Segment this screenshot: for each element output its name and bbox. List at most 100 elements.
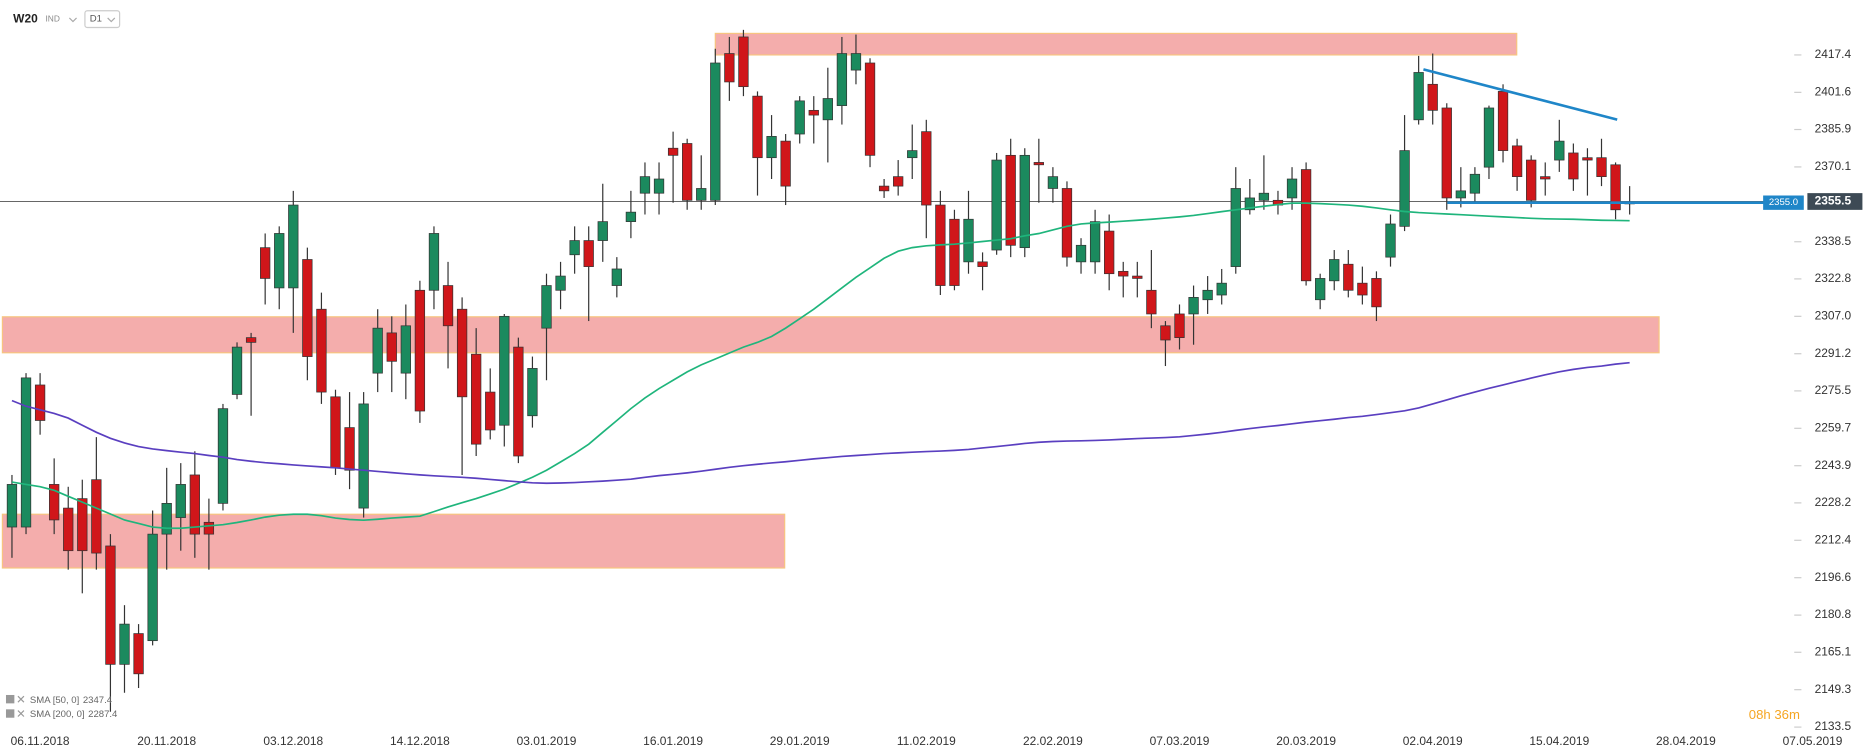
candle-body bbox=[1160, 325, 1171, 341]
candle-body bbox=[1568, 152, 1579, 180]
candle-body bbox=[1202, 289, 1213, 301]
x-tick-label: 02.04.2019 bbox=[1403, 734, 1463, 748]
candle-body bbox=[738, 36, 749, 88]
legend-icon bbox=[5, 694, 15, 704]
candle-body bbox=[1441, 107, 1452, 199]
x-tick-label: 29.01.2019 bbox=[770, 734, 830, 748]
candle-body bbox=[653, 178, 665, 194]
candle-body bbox=[752, 95, 763, 159]
dropdown-caret bbox=[68, 17, 77, 23]
candle-body bbox=[724, 53, 735, 83]
candle-body bbox=[808, 109, 819, 116]
legend-entry: SMA [200, 0] 2287.4 bbox=[30, 709, 118, 720]
y-tick-label: 2228.2 bbox=[1815, 495, 1852, 509]
y-tick-label: 2417.4 bbox=[1815, 47, 1852, 61]
candle-body bbox=[1511, 145, 1523, 177]
candle-body bbox=[1596, 157, 1607, 177]
candle-body bbox=[850, 53, 862, 71]
candle-body bbox=[1610, 164, 1621, 211]
y-tick-label: 2385.9 bbox=[1815, 122, 1852, 136]
candle-body bbox=[1019, 154, 1030, 249]
x-tick-label: 03.12.2018 bbox=[263, 734, 323, 748]
alert-label-box bbox=[1763, 195, 1804, 210]
candle-body bbox=[358, 403, 369, 509]
candle-body bbox=[611, 268, 622, 286]
candle-body bbox=[1399, 150, 1410, 227]
y-tick-label: 2370.1 bbox=[1815, 159, 1852, 173]
y-tick-label: 2259.7 bbox=[1815, 420, 1852, 434]
candle-body bbox=[161, 502, 172, 535]
y-tick-label: 2133.5 bbox=[1815, 719, 1852, 733]
candle-body bbox=[864, 62, 876, 156]
candle-body bbox=[442, 285, 454, 327]
x-tick-label: 15.04.2019 bbox=[1529, 734, 1589, 748]
y-tick-label: 2165.1 bbox=[1815, 644, 1852, 658]
candle-body bbox=[569, 240, 580, 256]
candle-body bbox=[105, 545, 116, 665]
candle-body bbox=[921, 131, 932, 206]
candle-body bbox=[780, 140, 791, 187]
instrument-type[interactable]: IND bbox=[45, 13, 59, 23]
candle-body bbox=[1286, 178, 1298, 199]
y-tick-label: 2243.9 bbox=[1815, 458, 1852, 472]
candle-body bbox=[541, 285, 552, 329]
candle-body bbox=[1540, 176, 1551, 180]
candle-body bbox=[710, 62, 721, 201]
candle-body bbox=[1244, 197, 1255, 211]
candle-body bbox=[794, 100, 805, 135]
candle-body bbox=[696, 188, 707, 201]
y-tick-label: 2338.5 bbox=[1815, 234, 1852, 248]
candle-body bbox=[6, 484, 18, 528]
candle-body bbox=[682, 143, 693, 201]
candle-body bbox=[639, 176, 651, 194]
candle-body bbox=[245, 337, 257, 343]
candle-body bbox=[1188, 297, 1199, 315]
candle-body bbox=[1216, 282, 1227, 296]
candle-body bbox=[133, 633, 144, 675]
candle-body bbox=[330, 396, 341, 469]
candle-body bbox=[49, 484, 60, 521]
x-tick-label: 07.03.2019 bbox=[1150, 734, 1210, 748]
x-tick-label: 20.11.2018 bbox=[137, 734, 196, 748]
candle-body bbox=[260, 247, 271, 279]
candle-body bbox=[907, 150, 918, 159]
y-tick-label: 2307.0 bbox=[1815, 308, 1852, 322]
candle-body bbox=[1554, 140, 1565, 161]
y-tick-label: 2322.8 bbox=[1815, 271, 1852, 285]
candle-body bbox=[77, 498, 88, 552]
candle-body bbox=[231, 346, 243, 395]
candle-body bbox=[344, 427, 355, 471]
candle-body bbox=[189, 474, 200, 535]
candle-body bbox=[625, 211, 637, 222]
candle-body bbox=[1385, 223, 1396, 258]
candle-body bbox=[1104, 230, 1115, 275]
candle-body bbox=[20, 377, 32, 528]
candle-body bbox=[400, 325, 411, 374]
x-tick-label: 11.02.2019 bbox=[897, 734, 956, 748]
candle-body bbox=[1146, 289, 1157, 315]
candle-body bbox=[527, 368, 538, 417]
candle-body bbox=[1582, 157, 1593, 161]
candle-body bbox=[555, 275, 566, 291]
candle-body bbox=[1300, 169, 1312, 282]
interval[interactable]: D1 bbox=[90, 14, 102, 25]
candle-body bbox=[485, 391, 496, 431]
candle-body bbox=[991, 159, 1002, 251]
interval-box[interactable] bbox=[84, 10, 121, 29]
x-tick-label: 14.12.2018 bbox=[390, 734, 450, 748]
alert-label: 2355.0 bbox=[1769, 197, 1798, 208]
candle-body bbox=[1483, 107, 1495, 168]
candle-body bbox=[316, 308, 327, 393]
legend-name: SMA [50, 0] bbox=[30, 694, 79, 705]
x-tick-label: 03.01.2019 bbox=[517, 734, 577, 748]
y-tick-label: 2180.8 bbox=[1815, 607, 1852, 621]
candle-body bbox=[147, 533, 158, 642]
legend-close bbox=[17, 710, 25, 717]
symbol[interactable]: W20 bbox=[13, 11, 38, 25]
x-tick-label: 16.01.2019 bbox=[643, 734, 703, 748]
x-tick-label: 28.04.2019 bbox=[1656, 734, 1716, 748]
zone bbox=[1, 513, 786, 569]
candle-body bbox=[1258, 192, 1270, 201]
